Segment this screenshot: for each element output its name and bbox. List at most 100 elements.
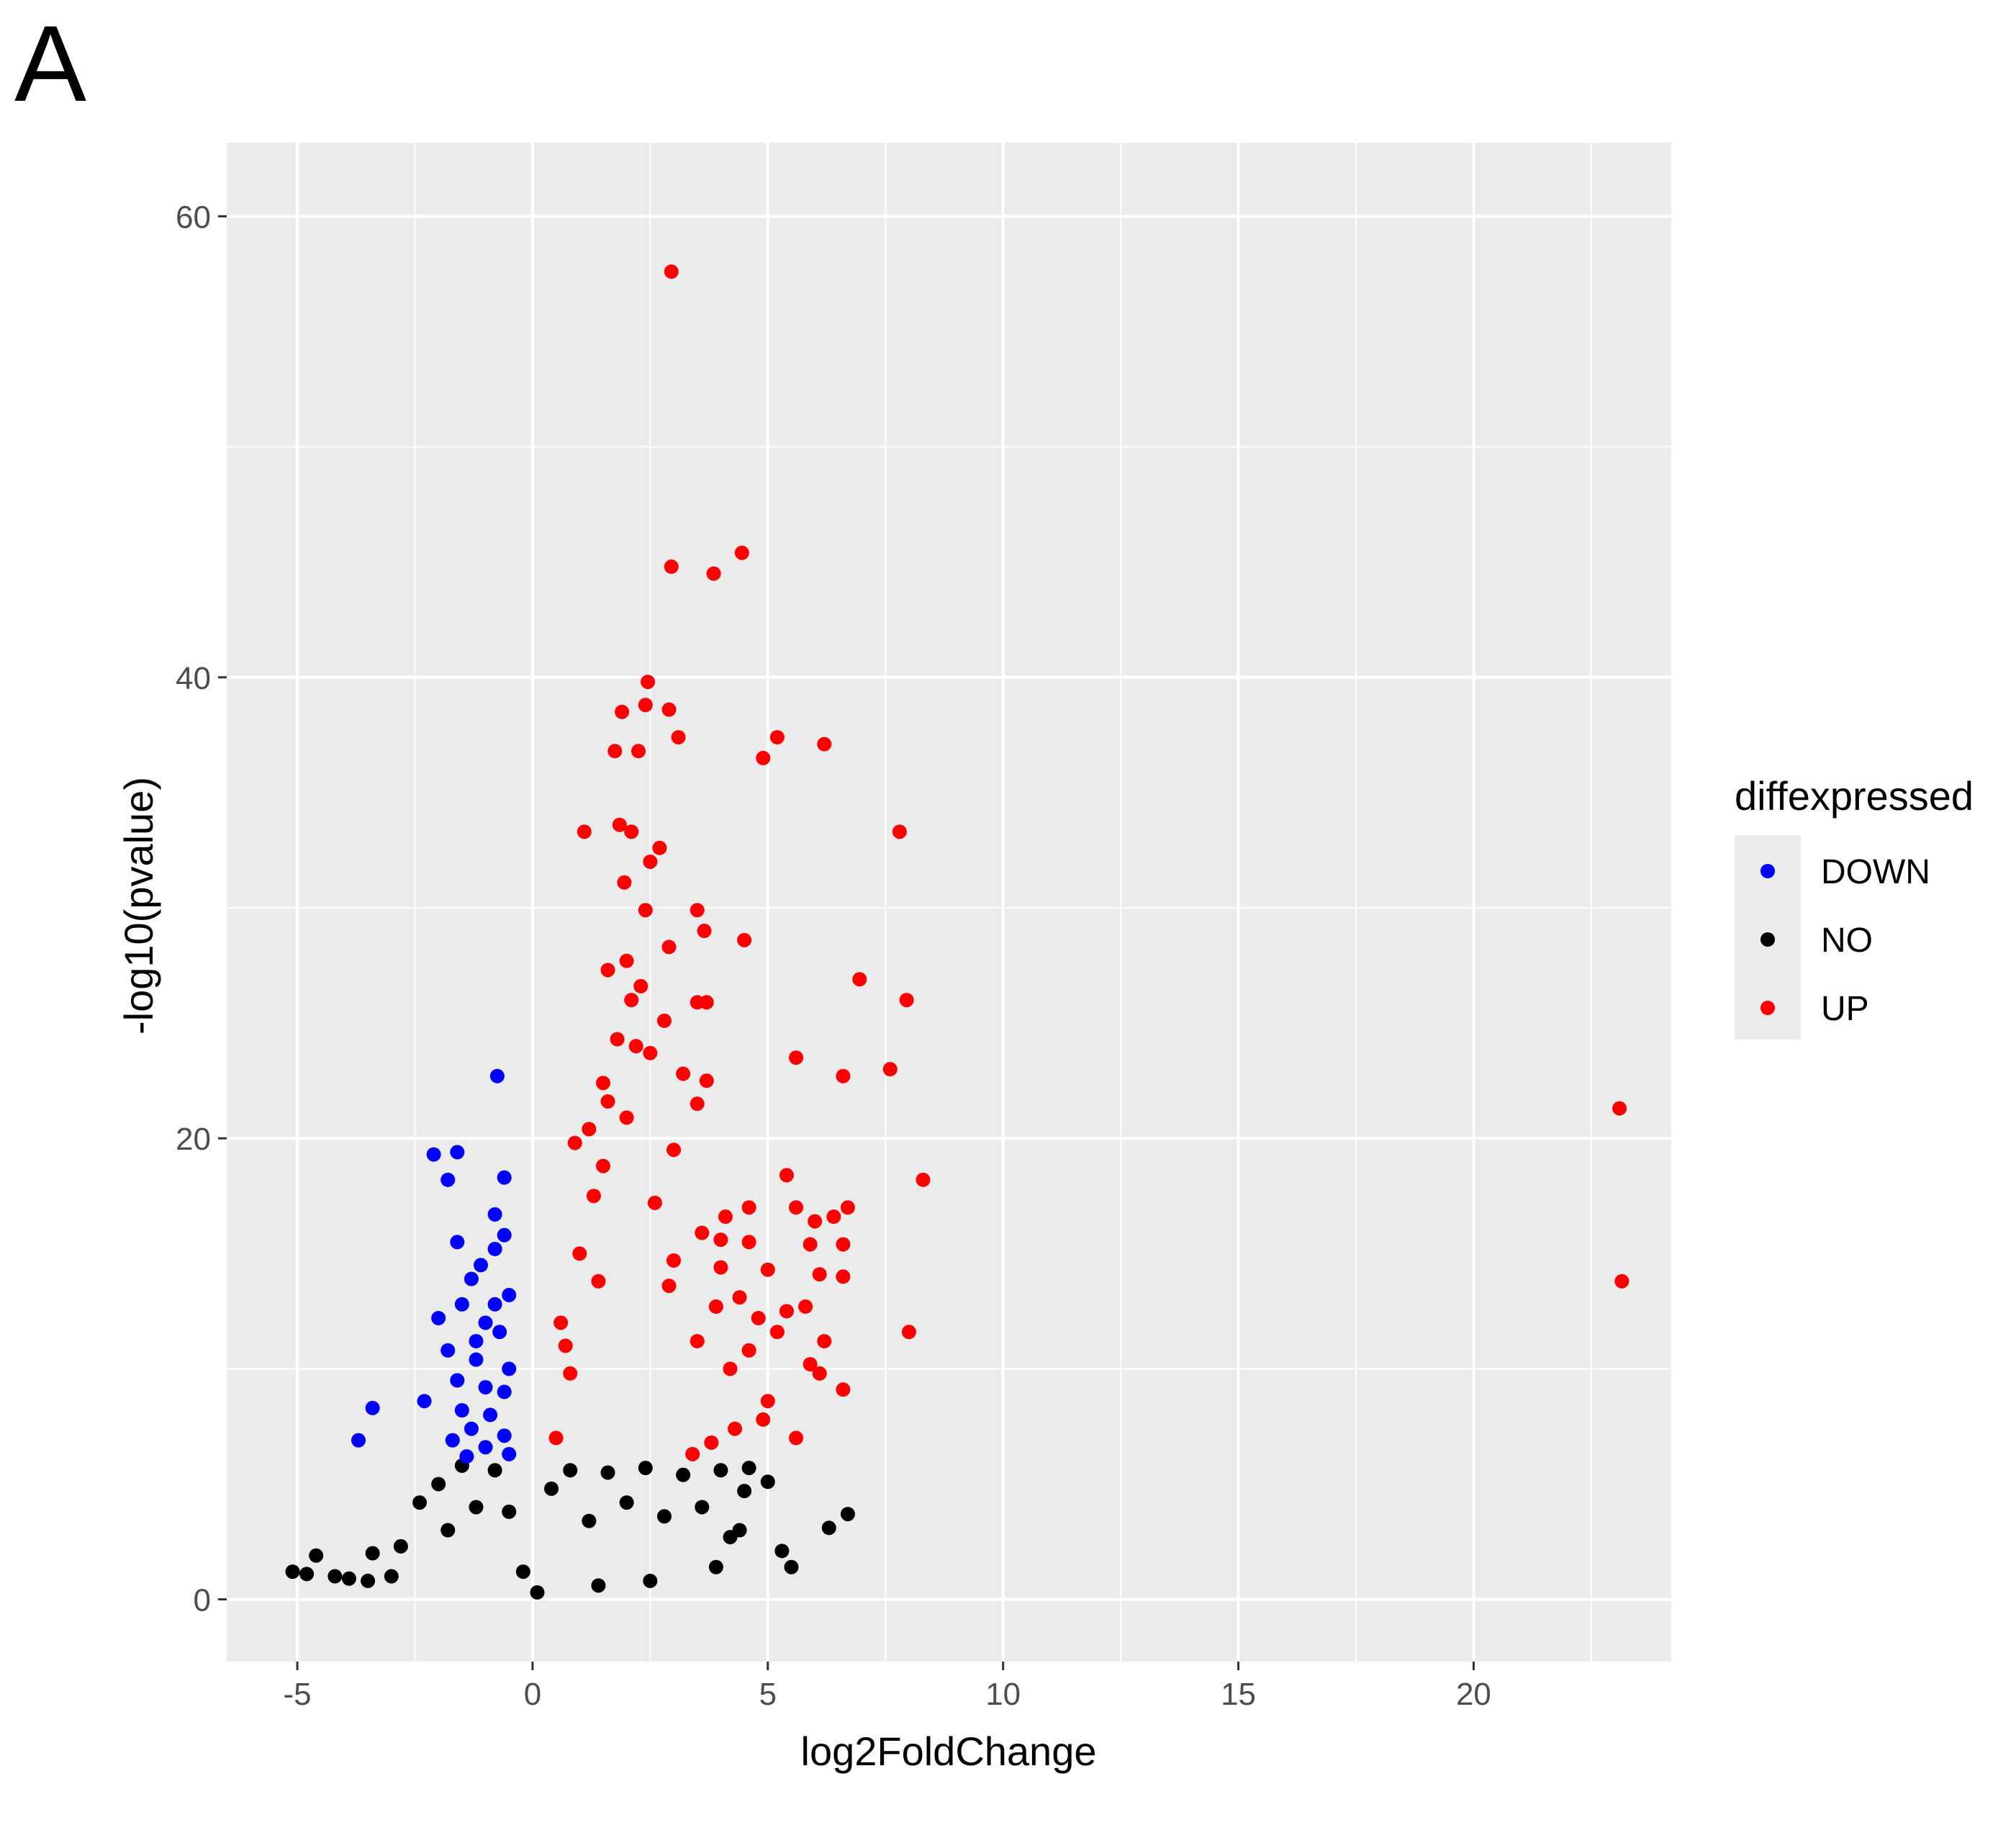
point-up xyxy=(789,1430,804,1446)
point-no xyxy=(299,1567,315,1582)
point-up xyxy=(741,1200,756,1215)
point-up xyxy=(643,1045,658,1060)
point-up xyxy=(723,1361,738,1376)
point-down xyxy=(487,1297,502,1312)
point-up xyxy=(615,704,630,719)
point-no xyxy=(412,1495,428,1510)
point-up xyxy=(664,264,679,279)
point-no xyxy=(582,1513,597,1528)
point-up xyxy=(728,1421,743,1436)
point-up xyxy=(695,1225,710,1240)
point-up xyxy=(751,1310,766,1325)
point-up xyxy=(713,1260,728,1275)
point-no xyxy=(840,1507,855,1522)
point-down xyxy=(478,1315,493,1330)
legend-label-no: NO xyxy=(1821,921,1873,960)
legend-title: diffexpressed xyxy=(1735,773,1974,819)
point-down xyxy=(502,1287,517,1302)
point-down xyxy=(365,1400,380,1415)
point-up xyxy=(661,702,677,717)
point-up xyxy=(734,545,749,560)
point-up xyxy=(808,1214,823,1229)
point-up xyxy=(577,824,592,839)
point-up xyxy=(595,1076,610,1091)
series-down xyxy=(351,1068,517,1464)
point-up xyxy=(1612,1101,1627,1116)
point-up xyxy=(617,875,632,890)
point-up xyxy=(901,1325,916,1340)
point-up xyxy=(779,1168,794,1183)
point-no xyxy=(487,1463,502,1478)
point-up xyxy=(652,840,667,855)
x-tick-label: 15 xyxy=(1221,1677,1256,1712)
point-up xyxy=(798,1299,813,1314)
point-no xyxy=(440,1523,456,1538)
point-up xyxy=(591,1274,606,1289)
point-no xyxy=(619,1495,634,1510)
point-up xyxy=(567,1135,582,1150)
point-down xyxy=(454,1297,469,1312)
point-up xyxy=(690,903,705,918)
point-up xyxy=(664,559,679,574)
point-no xyxy=(591,1578,606,1593)
point-up xyxy=(685,1446,700,1461)
point-up xyxy=(836,1382,851,1397)
point-no xyxy=(656,1509,672,1524)
point-up xyxy=(852,972,867,987)
point-up xyxy=(760,1262,775,1277)
point-no xyxy=(774,1544,790,1559)
point-down xyxy=(489,1068,505,1083)
point-no xyxy=(643,1573,658,1588)
point-up xyxy=(628,1039,643,1054)
point-down xyxy=(450,1373,465,1388)
point-up xyxy=(836,1237,851,1252)
minor-gridlines xyxy=(227,143,1671,1662)
point-up xyxy=(840,1200,855,1215)
point-up xyxy=(836,1068,851,1083)
point-up xyxy=(1614,1274,1629,1289)
point-no xyxy=(708,1559,723,1574)
point-up xyxy=(619,1110,634,1125)
point-no xyxy=(563,1463,578,1478)
point-up xyxy=(760,1394,775,1409)
point-no xyxy=(431,1477,446,1492)
point-down xyxy=(492,1325,507,1340)
point-no xyxy=(309,1548,324,1563)
series-up xyxy=(548,264,1629,1461)
point-up xyxy=(638,903,653,918)
legend: diffexpressed DOWN NO UP xyxy=(1735,773,1974,1040)
point-up xyxy=(789,1050,804,1065)
point-up xyxy=(769,730,785,745)
panel-label: A xyxy=(14,3,86,124)
point-up xyxy=(789,1200,804,1215)
point-down xyxy=(351,1433,366,1448)
point-down xyxy=(440,1172,456,1187)
x-tick-label: 0 xyxy=(524,1677,541,1712)
point-up xyxy=(699,1073,714,1089)
point-up xyxy=(741,1343,756,1358)
point-up xyxy=(666,1253,682,1268)
point-down xyxy=(464,1271,479,1286)
point-up xyxy=(706,566,721,581)
point-up xyxy=(741,1235,756,1250)
point-up xyxy=(582,1122,597,1137)
point-up xyxy=(779,1304,794,1319)
legend-entries: DOWN NO UP xyxy=(1760,853,1930,1028)
legend-label-down: DOWN xyxy=(1821,853,1930,891)
point-down xyxy=(497,1170,512,1185)
point-no xyxy=(393,1538,408,1554)
point-up xyxy=(633,978,648,993)
y-tick-label: 40 xyxy=(176,661,211,696)
point-no xyxy=(361,1573,376,1588)
point-down xyxy=(478,1379,493,1394)
point-up xyxy=(718,1209,733,1225)
x-tick-label: 10 xyxy=(985,1677,1021,1712)
point-up xyxy=(572,1246,587,1261)
x-tick-label: -5 xyxy=(283,1677,311,1712)
point-up xyxy=(697,924,712,939)
point-up xyxy=(803,1237,818,1252)
point-down xyxy=(483,1407,498,1423)
y-axis-title: -log10(pvalue) xyxy=(116,777,161,1035)
point-down xyxy=(487,1207,502,1222)
